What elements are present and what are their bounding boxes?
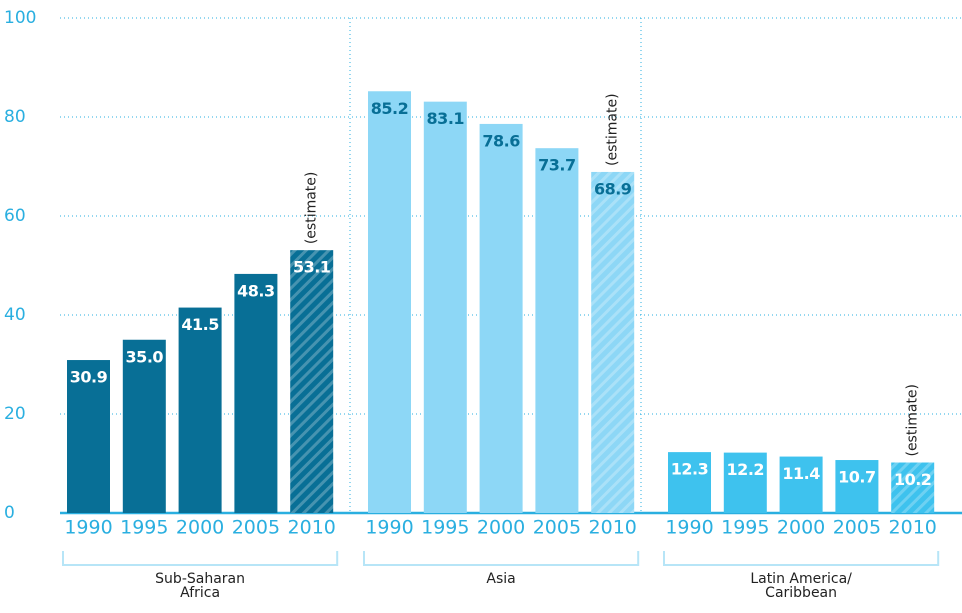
value-label: 12.2	[727, 460, 764, 479]
bar	[779, 456, 823, 513]
group-label: Latin America/ Caribbean	[750, 571, 852, 601]
value-label: 83.1	[427, 109, 465, 128]
x-tick-label: 2010	[288, 517, 336, 539]
value-label: 53.1	[293, 258, 331, 277]
bar	[668, 452, 711, 513]
x-tick-label: 1990	[665, 517, 713, 539]
value-label: 30.9	[70, 368, 108, 387]
bar	[423, 101, 467, 513]
x-tick-label: 1995	[721, 517, 769, 539]
x-tick-label: 2010	[589, 517, 637, 539]
y-tick-label: 60	[4, 206, 26, 226]
bar	[234, 273, 278, 513]
value-label: 73.7	[538, 156, 575, 175]
bar	[479, 123, 523, 514]
x-tick-label: 1995	[120, 517, 168, 539]
y-tick-label: 0	[4, 503, 15, 523]
y-tick-label: 40	[4, 305, 26, 325]
group-bracket	[363, 551, 640, 566]
value-label: 12.3	[671, 460, 708, 479]
x-tick-label: 2005	[232, 517, 280, 539]
y-tick-label: 80	[4, 107, 26, 127]
group-label: Asia	[486, 571, 516, 587]
x-tick-label: 1990	[64, 517, 112, 539]
annotation: (estimate)	[905, 384, 921, 457]
y-tick-label: 20	[4, 404, 26, 424]
x-tick-label: 1995	[421, 517, 469, 539]
group-bracket	[62, 551, 339, 566]
x-tick-label: 2005	[833, 517, 881, 539]
value-label: 10.2	[894, 470, 931, 489]
bar	[178, 307, 222, 513]
bar	[591, 171, 635, 513]
bar	[891, 462, 935, 513]
bar	[290, 250, 334, 513]
value-label: 41.5	[181, 315, 219, 334]
x-tick-label: 2005	[533, 517, 581, 539]
value-label: 10.7	[838, 468, 875, 487]
bar	[535, 148, 579, 513]
value-label: 11.4	[782, 464, 820, 483]
x-tick-label: 2000	[777, 517, 825, 539]
bar	[835, 460, 879, 513]
y-tick-label: 100	[4, 8, 36, 28]
value-label: 85.2	[371, 99, 408, 118]
x-tick-label: 2010	[889, 517, 937, 539]
annotation: (estimate)	[304, 172, 320, 245]
bar	[67, 360, 110, 513]
value-label: 68.9	[594, 179, 632, 198]
bar	[122, 339, 166, 513]
group-label: Sub-Saharan Africa	[155, 571, 245, 601]
annotation: (estimate)	[605, 93, 621, 166]
value-label: 48.3	[237, 281, 274, 300]
bar	[723, 452, 767, 513]
x-tick-label: 2000	[477, 517, 525, 539]
value-label: 78.6	[482, 131, 520, 150]
x-tick-label: 2000	[176, 517, 224, 539]
value-label: 35.0	[126, 347, 164, 366]
group-bracket	[663, 551, 940, 566]
x-tick-label: 1990	[365, 517, 413, 539]
bar	[368, 91, 411, 513]
